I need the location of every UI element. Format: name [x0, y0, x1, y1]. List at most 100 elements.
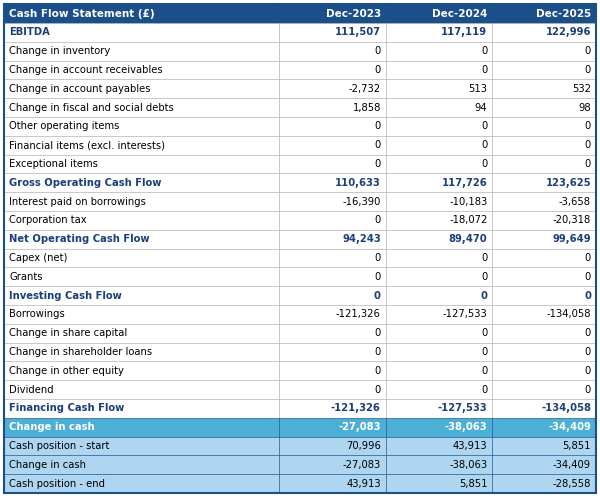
Text: 0: 0: [585, 65, 591, 75]
Bar: [4, 136, 279, 155]
Bar: [4, 399, 279, 418]
Text: -27,083: -27,083: [343, 460, 381, 470]
Text: Investing Cash Flow: Investing Cash Flow: [9, 291, 122, 301]
Bar: [493, 230, 596, 248]
Bar: [386, 248, 493, 268]
Text: Interest paid on borrowings: Interest paid on borrowings: [9, 196, 146, 206]
Text: 94: 94: [475, 103, 487, 113]
Text: 0: 0: [374, 385, 381, 395]
Bar: [386, 474, 493, 493]
Text: Financial items (excl. interests): Financial items (excl. interests): [9, 140, 165, 150]
Bar: [4, 79, 279, 98]
Text: 532: 532: [572, 84, 591, 94]
Text: 0: 0: [585, 328, 591, 338]
Bar: [279, 192, 386, 211]
Bar: [386, 230, 493, 248]
Text: 0: 0: [481, 65, 487, 75]
Text: 0: 0: [585, 140, 591, 150]
Bar: [279, 268, 386, 286]
Bar: [4, 61, 279, 79]
Bar: [493, 248, 596, 268]
Bar: [386, 305, 493, 324]
Bar: [4, 361, 279, 380]
Text: -38,063: -38,063: [449, 460, 487, 470]
Text: EBITDA: EBITDA: [9, 28, 50, 38]
Text: 0: 0: [374, 65, 381, 75]
Bar: [4, 248, 279, 268]
Bar: [4, 211, 279, 230]
Bar: [279, 42, 386, 61]
Bar: [493, 42, 596, 61]
Text: -20,318: -20,318: [553, 215, 591, 225]
Bar: [4, 324, 279, 343]
Text: Cash position - start: Cash position - start: [9, 441, 109, 451]
Bar: [493, 173, 596, 192]
Text: -18,072: -18,072: [449, 215, 487, 225]
Text: 117,119: 117,119: [441, 28, 487, 38]
Bar: [4, 42, 279, 61]
Bar: [279, 361, 386, 380]
Bar: [279, 343, 386, 361]
Text: 70,996: 70,996: [346, 441, 381, 451]
Bar: [493, 117, 596, 136]
Text: -134,058: -134,058: [547, 310, 591, 320]
Text: -27,083: -27,083: [338, 422, 381, 432]
Text: 0: 0: [374, 253, 381, 263]
Text: Dividend: Dividend: [9, 385, 53, 395]
Text: Change in share capital: Change in share capital: [9, 328, 127, 338]
Bar: [386, 436, 493, 455]
Bar: [493, 61, 596, 79]
Bar: [279, 418, 386, 436]
Bar: [4, 173, 279, 192]
Bar: [493, 98, 596, 117]
Text: Cash Flow Statement (£): Cash Flow Statement (£): [9, 9, 155, 19]
Text: 0: 0: [481, 272, 487, 282]
Bar: [493, 418, 596, 436]
Text: 0: 0: [481, 347, 487, 357]
Bar: [279, 474, 386, 493]
Bar: [386, 380, 493, 399]
Bar: [4, 343, 279, 361]
Bar: [493, 343, 596, 361]
Text: 0: 0: [481, 159, 487, 169]
Bar: [493, 211, 596, 230]
Bar: [4, 192, 279, 211]
Text: Borrowings: Borrowings: [9, 310, 65, 320]
Text: 0: 0: [585, 121, 591, 131]
Text: 5,851: 5,851: [459, 478, 487, 488]
Bar: [386, 361, 493, 380]
Bar: [4, 418, 279, 436]
Bar: [386, 399, 493, 418]
Text: -10,183: -10,183: [449, 196, 487, 206]
Bar: [493, 436, 596, 455]
Text: Net Operating Cash Flow: Net Operating Cash Flow: [9, 234, 149, 244]
Text: 43,913: 43,913: [453, 441, 487, 451]
Text: 110,633: 110,633: [335, 178, 381, 188]
Text: 0: 0: [584, 291, 591, 301]
Text: Other operating items: Other operating items: [9, 121, 119, 131]
Bar: [386, 211, 493, 230]
Bar: [279, 399, 386, 418]
Text: 0: 0: [585, 253, 591, 263]
Text: Dec-2025: Dec-2025: [536, 9, 591, 19]
Bar: [386, 98, 493, 117]
Text: Change in shareholder loans: Change in shareholder loans: [9, 347, 152, 357]
Text: -16,390: -16,390: [343, 196, 381, 206]
Text: Cash position - end: Cash position - end: [9, 478, 105, 488]
Text: Change in fiscal and social debts: Change in fiscal and social debts: [9, 103, 174, 113]
Text: Change in other equity: Change in other equity: [9, 366, 124, 376]
Text: 0: 0: [481, 385, 487, 395]
Text: Dec-2023: Dec-2023: [326, 9, 381, 19]
Text: 0: 0: [374, 328, 381, 338]
Text: 99,649: 99,649: [553, 234, 591, 244]
Bar: [386, 117, 493, 136]
Bar: [493, 286, 596, 305]
Bar: [386, 268, 493, 286]
Bar: [386, 155, 493, 173]
Text: Change in inventory: Change in inventory: [9, 46, 110, 56]
Bar: [279, 155, 386, 173]
Bar: [386, 42, 493, 61]
Text: -2,732: -2,732: [349, 84, 381, 94]
Text: -34,409: -34,409: [553, 460, 591, 470]
Text: Exceptional items: Exceptional items: [9, 159, 98, 169]
